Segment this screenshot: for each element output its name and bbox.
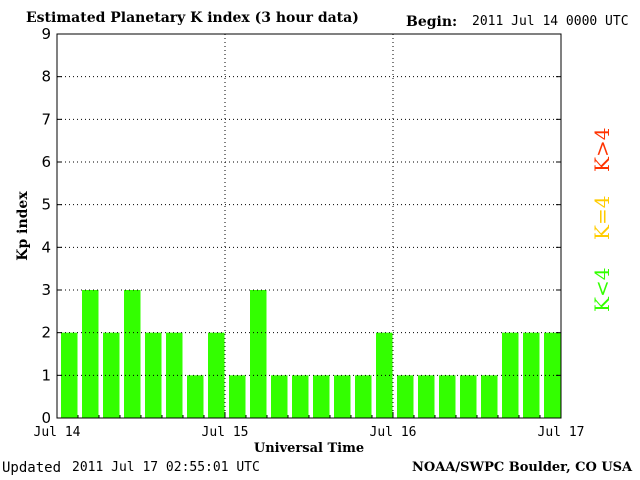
kp-bar	[460, 375, 477, 418]
kp-bar	[187, 375, 204, 418]
kp-bar	[103, 332, 120, 418]
y-tick-label: 3	[41, 281, 51, 299]
x-tick-label: Jul 14	[34, 425, 81, 440]
kp-bar	[418, 375, 435, 418]
kp-bar	[334, 375, 351, 418]
legend-k-equal-4: K=4	[590, 195, 614, 240]
y-tick-label: 2	[41, 324, 51, 342]
y-tick-label: 5	[41, 196, 51, 214]
y-tick-label: 6	[41, 153, 51, 171]
kp-bar	[481, 375, 498, 418]
updated-label: Updated	[2, 460, 62, 476]
kp-bar	[229, 375, 246, 418]
x-tick-label: Jul 15	[202, 425, 249, 440]
kp-bar	[397, 375, 414, 418]
kp-bar	[544, 332, 561, 418]
x-tick-label: Jul 17	[538, 425, 585, 440]
kp-bar	[166, 332, 183, 418]
kp-bar	[313, 375, 330, 418]
legend-k-below-4: K<4	[590, 267, 614, 312]
y-tick-label: 0	[41, 409, 51, 427]
y-tick-label: 7	[41, 110, 51, 128]
kp-bar	[271, 375, 288, 418]
begin-value: 2011 Jul 14 0000 UTC	[472, 14, 629, 29]
kp-bar	[124, 290, 141, 418]
kp-bar	[292, 375, 309, 418]
kp-bar	[376, 332, 393, 418]
source-credit: NOAA/SWPC Boulder, CO USA	[412, 460, 633, 475]
begin-label: Begin:	[406, 14, 458, 30]
kp-bar	[439, 375, 456, 418]
kp-bar	[502, 332, 519, 418]
kp-bar	[82, 290, 99, 418]
y-tick-label: 9	[41, 25, 51, 43]
chart-title: Estimated Planetary K index (3 hour data…	[26, 10, 359, 26]
x-tick-label: Jul 16	[370, 425, 417, 440]
kp-bar	[208, 332, 225, 418]
y-axis-label: Kp index	[15, 191, 31, 261]
kp-bar	[523, 332, 540, 418]
y-tick-label: 1	[41, 366, 51, 384]
updated-value: 2011 Jul 17 02:55:01 UTC	[72, 460, 260, 475]
kp-bar	[250, 290, 267, 418]
x-axis-label: Universal Time	[254, 441, 364, 456]
y-tick-label: 4	[41, 238, 51, 256]
legend-k-above-4: K>4	[590, 127, 614, 172]
y-tick-label: 8	[41, 68, 51, 86]
kp-bar	[355, 375, 372, 418]
